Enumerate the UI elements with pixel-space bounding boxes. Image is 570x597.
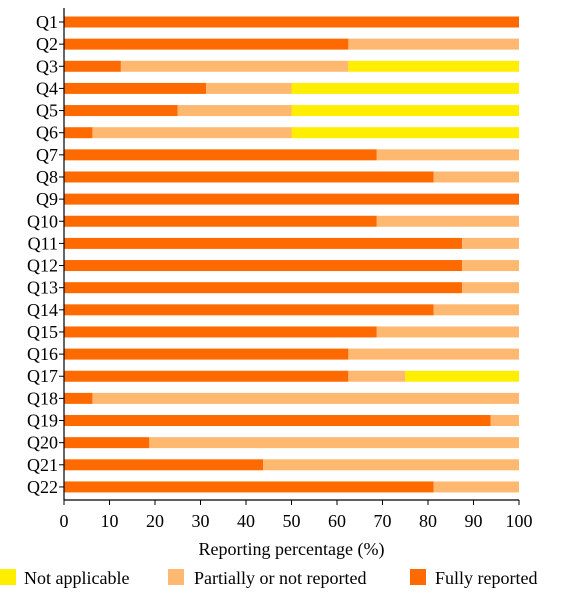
category-label-q18: Q18 [27, 388, 58, 408]
category-label-q22: Q22 [27, 477, 58, 497]
category-label-q6: Q6 [36, 123, 58, 143]
category-label-q9: Q9 [36, 189, 58, 209]
bar-q18-partially-or-not-reported [92, 392, 519, 404]
bar-q12-fully-reported [64, 260, 463, 272]
bar-q13-partially-or-not-reported [462, 282, 519, 294]
bar-q10-fully-reported [64, 215, 377, 227]
bar-q17-not-applicable [405, 370, 519, 382]
bar-q6-not-applicable [291, 127, 519, 139]
bar-q8-fully-reported [64, 171, 434, 183]
bar-q2-fully-reported [64, 38, 349, 50]
bar-q14-fully-reported [64, 304, 434, 316]
x-tick-label-40: 40 [237, 511, 255, 531]
category-label-q8: Q8 [36, 167, 58, 187]
x-tick-label-100: 100 [506, 511, 533, 531]
category-label-q2: Q2 [36, 34, 58, 54]
bar-q3-fully-reported [64, 60, 121, 72]
bar-q7-fully-reported [64, 149, 377, 161]
x-tick-label-10: 10 [101, 511, 119, 531]
category-label-q19: Q19 [27, 411, 58, 431]
category-label-q12: Q12 [27, 256, 58, 276]
x-tick-label-30: 30 [192, 511, 210, 531]
bar-q5-partially-or-not-reported [177, 105, 292, 117]
bar-q5-fully-reported [64, 105, 178, 117]
category-label-q16: Q16 [27, 344, 58, 364]
bar-q16-fully-reported [64, 348, 349, 360]
bar-q11-partially-or-not-reported [462, 237, 519, 249]
category-label-q21: Q21 [27, 455, 58, 475]
bar-q10-partially-or-not-reported [376, 215, 519, 227]
legend-label-fully-reported: Fully reported [435, 568, 537, 588]
category-label-q1: Q1 [36, 12, 58, 32]
bar-q17-fully-reported [64, 370, 349, 382]
bar-q16-partially-or-not-reported [348, 348, 519, 360]
legend-label-not-applicable: Not applicable [24, 568, 129, 588]
bar-q19-partially-or-not-reported [490, 415, 519, 427]
x-tick-label-0: 0 [60, 511, 69, 531]
bar-q4-fully-reported [64, 82, 207, 94]
bar-q5-not-applicable [291, 105, 519, 117]
x-tick-label-90: 90 [465, 511, 483, 531]
bar-q7-partially-or-not-reported [376, 149, 519, 161]
bar-q3-not-applicable [348, 60, 519, 72]
bar-q9-fully-reported [64, 193, 519, 205]
bar-q15-partially-or-not-reported [376, 326, 519, 338]
category-label-q4: Q4 [36, 78, 58, 98]
category-label-q13: Q13 [27, 278, 58, 298]
bar-q11-fully-reported [64, 237, 463, 249]
x-axis-title: Reporting percentage (%) [199, 539, 385, 560]
category-label-q11: Q11 [28, 233, 58, 253]
category-label-q7: Q7 [36, 145, 58, 165]
bar-q4-not-applicable [291, 82, 519, 94]
bar-q12-partially-or-not-reported [462, 260, 519, 272]
bar-q6-fully-reported [64, 127, 93, 139]
category-label-q17: Q17 [27, 366, 58, 386]
bar-q4-partially-or-not-reported [206, 82, 292, 94]
bar-q8-partially-or-not-reported [433, 171, 519, 183]
x-tick-label-20: 20 [146, 511, 164, 531]
bar-q2-partially-or-not-reported [348, 38, 519, 50]
x-tick-label-80: 80 [419, 511, 437, 531]
bar-q20-fully-reported [64, 437, 150, 449]
bar-q3-partially-or-not-reported [120, 60, 349, 72]
bar-q21-fully-reported [64, 459, 264, 471]
category-label-q15: Q15 [27, 322, 58, 342]
legend-swatch-not-applicable [0, 569, 16, 585]
category-label-q14: Q14 [27, 300, 58, 320]
x-tick-label-60: 60 [328, 511, 346, 531]
bar-q19-fully-reported [64, 415, 491, 427]
bar-q15-fully-reported [64, 326, 377, 338]
category-label-q20: Q20 [27, 433, 58, 453]
bar-q6-partially-or-not-reported [92, 127, 292, 139]
bar-q17-partially-or-not-reported [348, 370, 406, 382]
bar-q13-fully-reported [64, 282, 463, 294]
category-label-q10: Q10 [27, 211, 58, 231]
category-label-q5: Q5 [36, 101, 58, 121]
bar-q21-partially-or-not-reported [263, 459, 519, 471]
legend-swatch-fully-reported [410, 569, 426, 585]
bar-q22-fully-reported [64, 481, 434, 493]
bar-q1-fully-reported [64, 16, 519, 28]
x-tick-label-50: 50 [283, 511, 301, 531]
bar-q14-partially-or-not-reported [433, 304, 519, 316]
bar-q18-fully-reported [64, 392, 93, 404]
bar-q22-partially-or-not-reported [433, 481, 519, 493]
legend-swatch-partially-or-not-reported [168, 569, 184, 585]
legend-label-partially-or-not-reported: Partially or not reported [194, 568, 366, 588]
x-tick-label-70: 70 [374, 511, 392, 531]
category-label-q3: Q3 [36, 56, 58, 76]
bar-q20-partially-or-not-reported [149, 437, 519, 449]
